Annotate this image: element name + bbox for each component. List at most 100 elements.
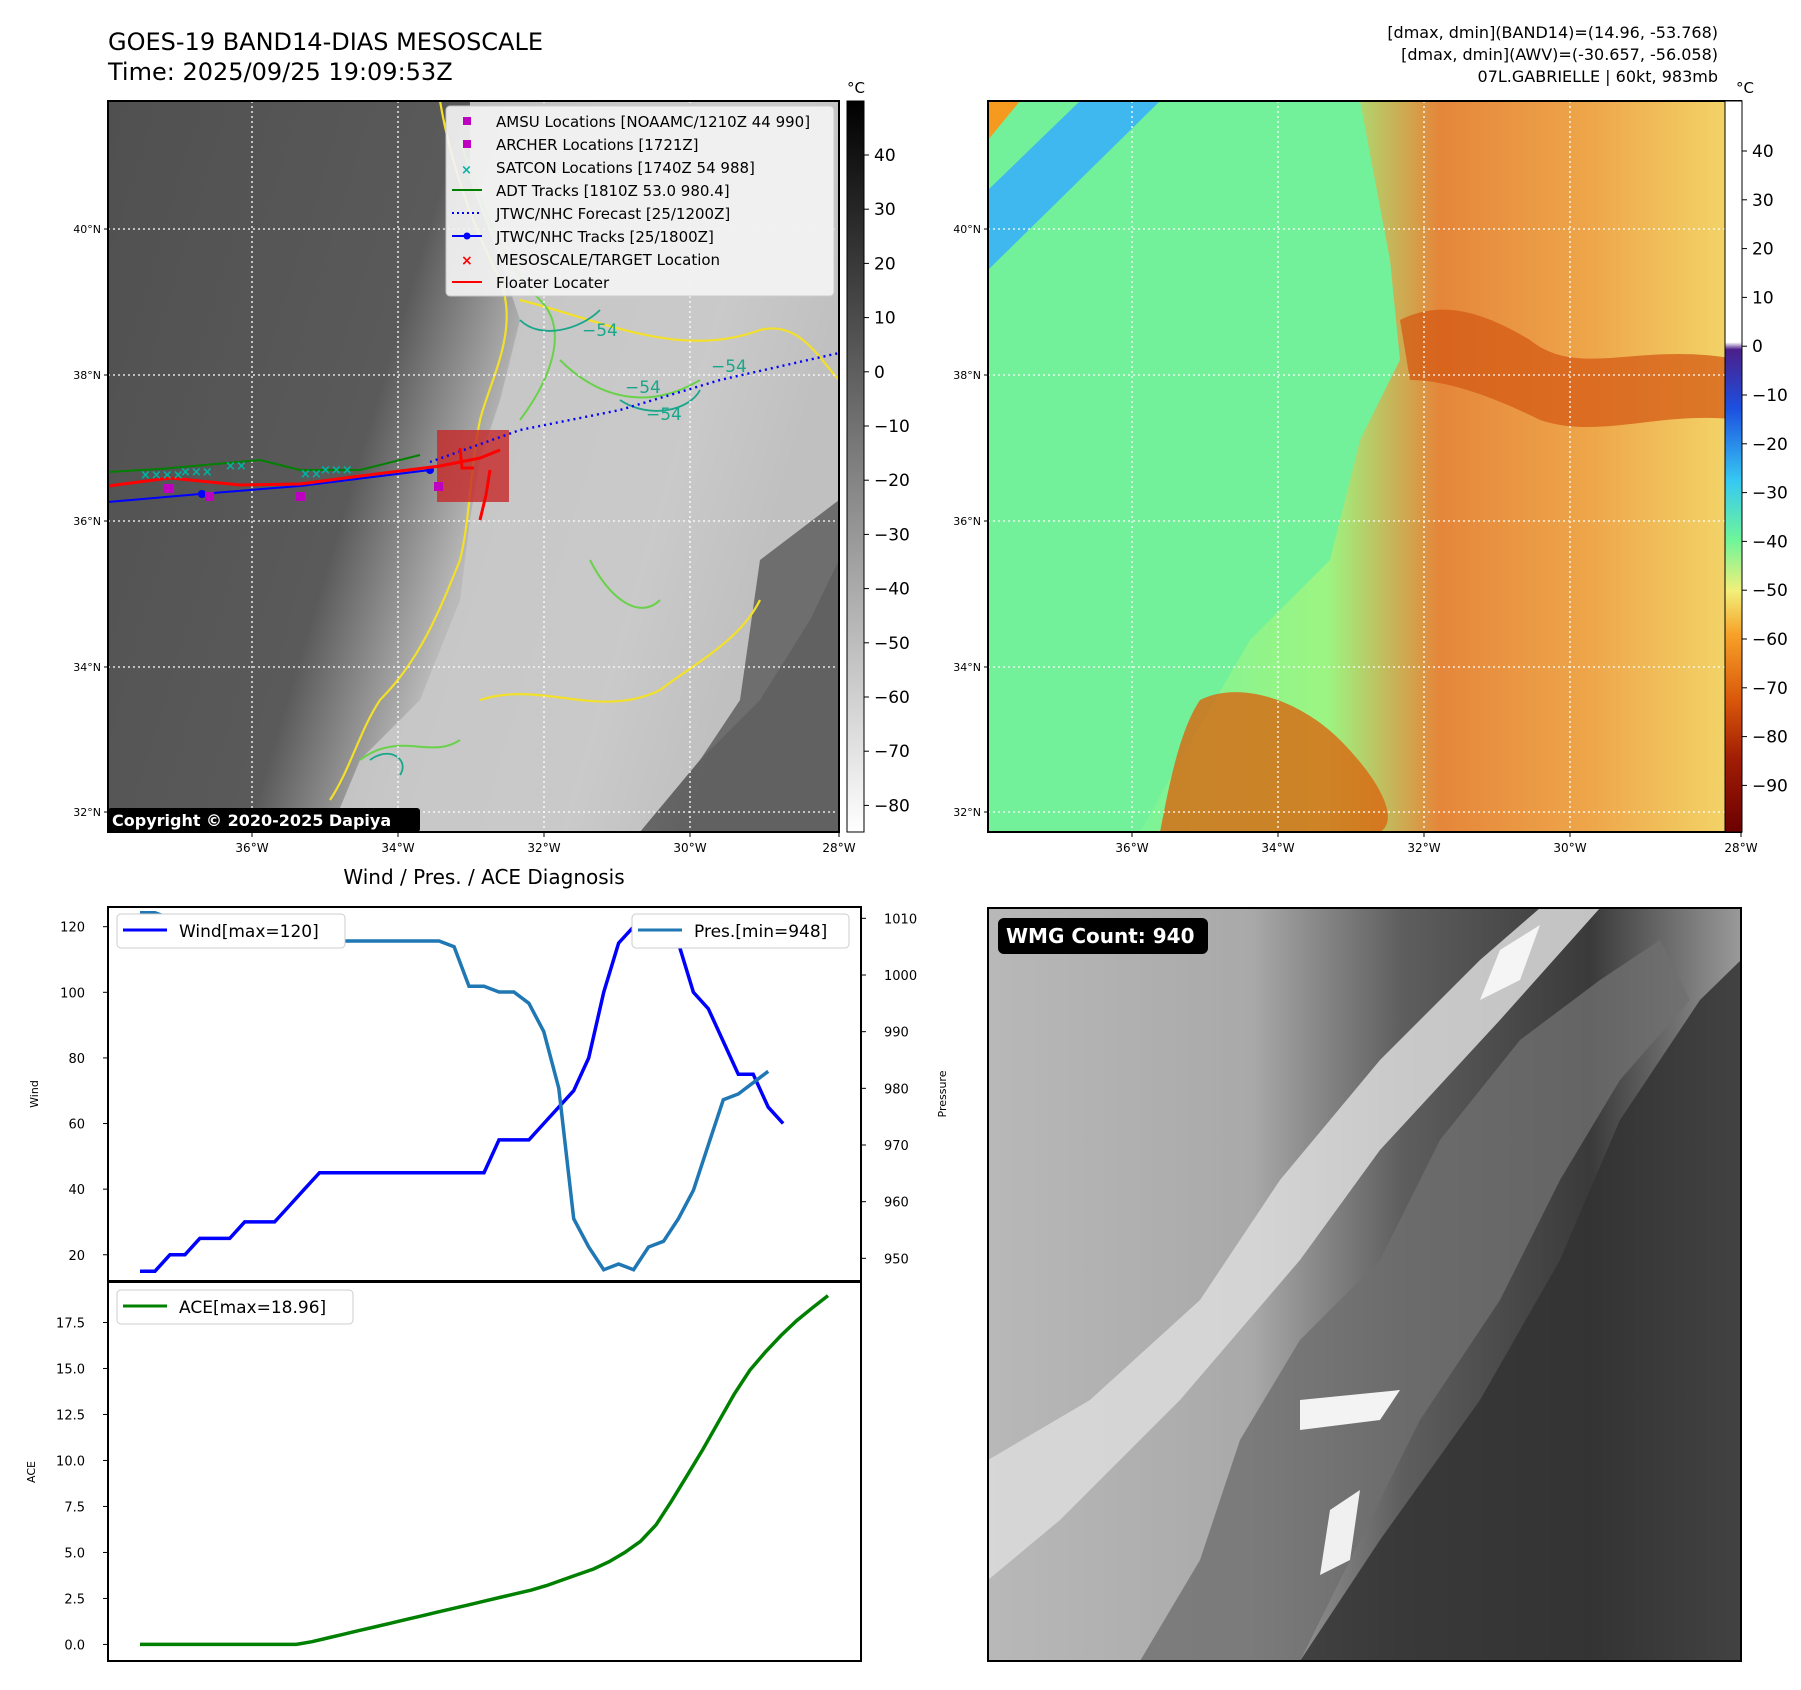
pressure-legend: Pres.[min=948] — [631, 913, 850, 949]
lat-tick-label: 34°N — [73, 661, 101, 674]
wmg-mid-band — [1140, 940, 1690, 1661]
lat-tick-label: 38°N — [953, 369, 981, 382]
legend-mesoscale: MESOSCALE/TARGET Location — [496, 251, 720, 269]
copyright-text: Copyright © 2020-2025 Dapiya — [112, 811, 391, 830]
lat-tick-label: 40°N — [73, 223, 101, 236]
colorbar-tick-label: −90 — [1752, 776, 1788, 796]
figure-title: GOES-19 BAND14-DIAS MESOSCALE — [108, 28, 543, 56]
legend-archer: ARCHER Locations [1721Z] — [496, 136, 699, 154]
floater-locator-hook — [458, 447, 492, 521]
lon-tick-label: 30°W — [1553, 841, 1586, 855]
legend-adt: ADT Tracks [1810Z 53.0 980.4] — [496, 182, 730, 200]
ir-legend: × × AMSU Locations [NOAAMC/1210Z 44 990]… — [445, 105, 835, 297]
colorbar-tick-label: −70 — [1752, 679, 1788, 699]
pressure-tick-label: 1010 — [884, 912, 917, 927]
wmg-badge — [998, 918, 1208, 954]
pressure-tick-label: 950 — [884, 1252, 909, 1267]
svg-text:××: ×× — [225, 459, 247, 474]
lat-tick-label: 36°N — [953, 515, 981, 528]
ir-colorbar — [846, 100, 865, 833]
svg-text:××: ×× — [300, 467, 322, 482]
ace-frame — [107, 1281, 862, 1662]
colorbar-tick-label: 20 — [874, 254, 896, 274]
ace-tick-label: 17.5 — [56, 1316, 85, 1331]
jtwc-forecast-track — [429, 351, 839, 464]
lon-tick-label: 36°W — [1115, 841, 1148, 855]
contour-label: −54 — [646, 405, 682, 425]
ace-legend-label: ACE[max=18.96] — [179, 1298, 326, 1318]
svg-text:×: × — [461, 163, 472, 178]
ir-contour-green — [359, 139, 701, 761]
colorbar-tick-label: −20 — [1752, 435, 1788, 455]
ace-tick-label: 7.5 — [64, 1500, 85, 1515]
wind-series-line — [140, 924, 785, 1273]
wind-tick-label: 80 — [68, 1052, 85, 1067]
colorbar-tick-label: −60 — [874, 688, 910, 708]
archer-marker — [434, 482, 443, 491]
lat-tick-label: 32°N — [73, 806, 101, 819]
colorbar-tick-label: 30 — [1752, 191, 1774, 211]
wmg-light-band — [988, 908, 1600, 1580]
wind-legend: Wind[max=120] — [116, 913, 346, 949]
contour-label: −54 — [582, 321, 618, 341]
wind-pressure-series — [140, 910, 785, 1273]
colorbar-tick-label: 20 — [1752, 240, 1774, 260]
lon-tick-label: 36°W — [235, 841, 268, 855]
legend-forecast: JTWC/NHC Forecast [25/1200Z] — [495, 205, 730, 223]
ace-axis-label: ACE — [25, 1461, 38, 1483]
wv-gridlines — [988, 101, 1741, 832]
colorbar-tick-label: −20 — [874, 471, 910, 491]
wind-tick-label: 20 — [68, 1249, 85, 1264]
wv-moist-south — [1160, 692, 1388, 832]
lat-tick-label: 36°N — [73, 515, 101, 528]
pressure-tick-label: 1000 — [884, 969, 917, 984]
wv-colorbar-unit: °C — [1736, 79, 1754, 97]
pressure-tick-label: 970 — [884, 1139, 909, 1154]
pressure-legend-label: Pres.[min=948] — [694, 922, 827, 942]
colorbar-tick-label: −30 — [874, 525, 910, 545]
contour-label: −54 — [625, 378, 661, 398]
wind-tick-label: 40 — [68, 1183, 85, 1198]
ace-tick-label: 2.5 — [64, 1592, 85, 1607]
pressure-series-line — [140, 910, 770, 1272]
colorbar-tick-label: −10 — [874, 417, 910, 437]
lat-tick-label: 38°N — [73, 369, 101, 382]
svg-text:×: × — [461, 253, 473, 269]
colorbar-tick-label: 0 — [874, 363, 885, 383]
floater-track — [108, 448, 501, 488]
stats-band14: [dmax, dmin](BAND14)=(14.96, -53.768) — [1387, 23, 1718, 42]
lat-tick-label: 34°N — [953, 661, 981, 674]
pressure-tick-label: 960 — [884, 1196, 909, 1211]
wind-tick-label: 120 — [60, 921, 85, 936]
colorbar-tick-label: 40 — [1752, 142, 1774, 162]
wind-tick-label: 60 — [68, 1118, 85, 1133]
archer-marker — [205, 492, 214, 501]
wind-tick-label: 100 — [60, 986, 85, 1001]
ace-tick-label: 10.0 — [56, 1454, 85, 1469]
ace-legend: ACE[max=18.96] — [116, 1289, 354, 1325]
legend-floater: Floater Locater — [496, 274, 610, 292]
wmg-dark-core — [1300, 960, 1741, 1661]
wmg-panel: WMG Count: 940 — [987, 907, 1742, 1662]
copyright-badge — [108, 808, 420, 832]
colorbar-tick-label: −80 — [874, 796, 910, 816]
ir-colorbar-ticks: 40 30 20 10 0 −10 −20 −30 −40 −50 −60 −70 −80 — [864, 146, 910, 816]
wind-pressure-frame — [107, 906, 862, 1282]
lat-tick-label: 32°N — [953, 806, 981, 819]
ir-contour-teal — [369, 309, 701, 776]
stats-awv: [dmax, dmin](AWV)=(-30.657, -56.058) — [1401, 45, 1718, 64]
ir-satellite-panel: −54 −54 −54 −54 ××××××× ××××××× — [107, 79, 910, 833]
ace-tick-label: 12.5 — [56, 1408, 85, 1423]
colorbar-tick-label: 10 — [874, 309, 896, 329]
wmg-white-patch — [1320, 1490, 1360, 1575]
colorbar-tick-label: −50 — [1752, 581, 1788, 601]
lon-tick-label: 32°W — [527, 841, 560, 855]
colorbar-tick-label: −60 — [1752, 630, 1788, 650]
colorbar-tick-label: −70 — [874, 742, 910, 762]
ir-panel-frame — [107, 100, 840, 833]
diagnosis-title: Wind / Pres. / ACE Diagnosis — [343, 865, 624, 889]
lon-tick-label: 32°W — [1407, 841, 1440, 855]
wmg-white-patch — [1480, 925, 1540, 1000]
storm-info: 07L.GABRIELLE | 60kt, 983mb — [1478, 67, 1718, 86]
